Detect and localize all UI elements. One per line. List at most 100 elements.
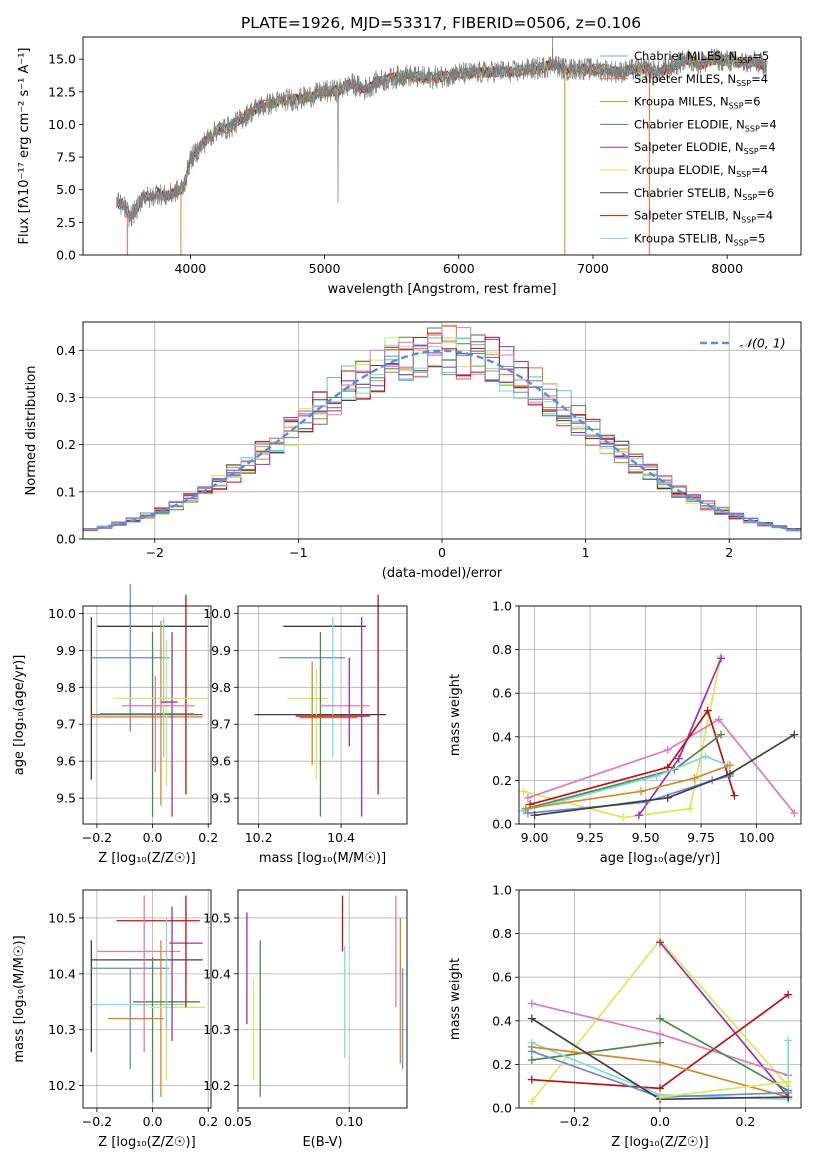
x-tick-label: 0.0 <box>143 830 163 845</box>
y-tick-label: 9.7 <box>211 717 231 732</box>
y-tick-label: 10.4 <box>203 966 231 981</box>
weight-marker <box>714 715 723 724</box>
weight-marker <box>652 772 661 781</box>
weight-marker <box>685 804 694 813</box>
y-tick-label: 9.8 <box>56 680 76 695</box>
age-vs-z-chart: −0.2 0.0 0.2 9.5 9.6 9.7 9.8 9.9 10.0 Z [log₁₀(Z/… <box>12 583 218 866</box>
weight-series <box>519 652 726 822</box>
legend-entry: Chabrier STELIB, NSSP=6 <box>634 186 774 202</box>
y-tick-label: 0.2 <box>492 773 512 788</box>
weight-marker <box>790 730 799 739</box>
weight-line <box>523 755 729 812</box>
x-tick-label: −0.2 <box>82 830 112 845</box>
x-tick-label: −1 <box>289 545 307 560</box>
weight-series <box>656 1014 793 1095</box>
weight-line <box>531 1040 790 1101</box>
weight-marker <box>730 791 739 800</box>
x-tick-label: 6000 <box>443 261 475 276</box>
weight-series <box>523 772 734 818</box>
x-tick-label: 0.2 <box>198 830 218 845</box>
weight-series <box>634 654 726 820</box>
weight-marker <box>725 769 734 778</box>
weight-marker <box>527 999 536 1008</box>
weight-marker <box>637 787 646 796</box>
x-axis-label: Z [log₁₀(Z/Z☉)] <box>611 1135 708 1150</box>
weight-marker <box>784 1093 793 1102</box>
weight-line <box>534 733 795 817</box>
figure-title: PLATE=1926, MJD=53317, FIBERID=0506, z=0… <box>241 14 641 32</box>
weight-marker <box>703 706 712 715</box>
weight-series <box>526 706 739 809</box>
weight-series <box>530 730 799 820</box>
y-tick-label: 12.5 <box>48 84 76 99</box>
weight-marker <box>656 1093 664 1102</box>
weight-marker <box>527 1047 536 1056</box>
weight-marker <box>641 798 650 807</box>
mass-vs-z-chart: −0.2 0.0 0.2 10.2 10.3 10.4 10.5 Z [log₁₀(Z/Z☉)… <box>12 889 218 1150</box>
x-tick-label: 9.00 <box>521 830 549 845</box>
weight-line <box>659 1017 789 1092</box>
massweight-vs-age-chart: 9.00 9.25 9.50 9.75 10.00 0.0 0.2 0.4 0.6 0.8 1.0 a… <box>448 599 802 866</box>
y-tick-label: 10.0 <box>48 117 76 132</box>
weight-marker <box>717 730 726 739</box>
axes-frame <box>518 605 802 825</box>
y-tick-label: 0.0 <box>492 817 512 832</box>
y-axis-label: Normed distribution <box>24 366 39 496</box>
x-tick-label: 9.25 <box>576 830 604 845</box>
x-tick-label: 10.00 <box>739 830 775 845</box>
legend: Chabrier MILES, NSSP=5 Salpeter MILES, NS… <box>600 49 777 247</box>
weight-marker <box>527 1014 536 1023</box>
y-tick-label: 0.4 <box>492 729 512 744</box>
weight-marker <box>656 1038 664 1047</box>
y-tick-label: 9.9 <box>211 643 231 658</box>
axes-frame <box>237 889 408 1109</box>
weight-marker <box>521 804 530 813</box>
y-tick-label: 9.6 <box>211 754 231 769</box>
weight-marker <box>663 793 672 802</box>
x-axis-label: mass [log₁₀(M/M☉)] <box>259 851 386 866</box>
weight-line <box>523 655 722 819</box>
x-tick-label: 0.0 <box>143 1114 163 1129</box>
legend-entry: Salpeter ELODIE, NSSP=4 <box>634 140 776 156</box>
y-tick-label: 10.0 <box>203 606 231 621</box>
errorbar-point <box>91 583 170 732</box>
x-axis-label: Z [log₁₀(Z/Z☉)] <box>98 1135 195 1150</box>
y-axis-label: mass weight <box>448 958 463 1040</box>
weight-marker <box>523 793 532 802</box>
x-tick-label: −0.2 <box>559 1114 589 1129</box>
weight-marker <box>663 745 672 754</box>
x-axis-label: age [log₁₀(age/yr)] <box>600 851 721 866</box>
legend-entry: Salpeter MILES, NSSP=4 <box>634 72 768 88</box>
axes-frame <box>82 605 212 825</box>
weight-series <box>527 990 793 1093</box>
weight-marker <box>656 1029 664 1038</box>
y-tick-label: 10.4 <box>48 966 76 981</box>
x-axis-label: (data-model)/error <box>382 566 503 581</box>
weight-series <box>527 999 793 1080</box>
x-tick-label: 5000 <box>309 261 341 276</box>
x-tick-label: 2 <box>725 545 733 560</box>
weight-series <box>656 1077 793 1102</box>
weight-marker <box>656 1014 664 1023</box>
weight-marker <box>527 1075 536 1084</box>
weight-marker <box>701 752 710 761</box>
age-vs-mass-chart: 10.2 10.4 9.5 9.6 9.7 9.8 9.9 10.0 mass [log₁₀(M… <box>203 594 408 866</box>
weight-line <box>527 718 795 814</box>
x-tick-label: −0.2 <box>82 1114 112 1129</box>
massweight-vs-z-chart: −0.2 0.0 0.2 0.0 0.2 0.4 0.6 0.8 1.0 Z [log₁₀(Z/Z… <box>448 883 802 1150</box>
residual-histogram <box>83 341 801 531</box>
x-tick-label: 0.10 <box>335 1114 363 1129</box>
y-tick-label: 10.2 <box>48 1078 76 1093</box>
y-tick-label: 10.2 <box>203 1078 231 1093</box>
x-tick-label: 0.2 <box>736 1114 756 1129</box>
y-tick-label: 0.8 <box>492 642 512 657</box>
legend-entry: Chabrier MILES, NSSP=5 <box>634 49 769 65</box>
y-tick-label: 0.8 <box>492 926 512 941</box>
y-axis-label: Flux [fλ10⁻¹⁷ erg cm⁻² s⁻¹ A⁻¹] <box>17 48 32 245</box>
x-tick-label: 1 <box>582 545 590 560</box>
legend-entry: Kroupa ELODIE, NSSP=4 <box>634 163 768 179</box>
weight-marker <box>784 990 793 999</box>
y-tick-label: 9.6 <box>56 754 76 769</box>
y-tick-label: 0.1 <box>56 484 76 499</box>
weight-marker <box>527 1056 536 1065</box>
